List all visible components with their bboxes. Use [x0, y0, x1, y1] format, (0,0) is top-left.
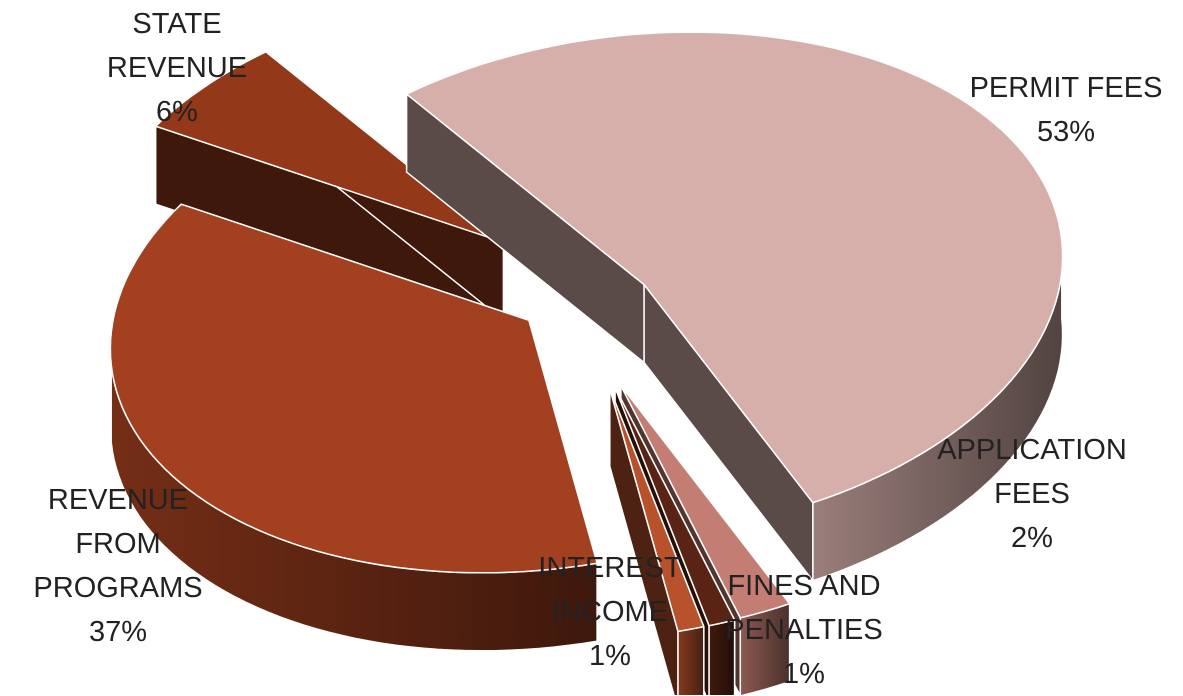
fines-and-penalties-label: FINES AND PENALTIES 1%: [704, 564, 904, 696]
revenue-from-programs-percent: 37%: [88, 616, 148, 648]
permit-fees-label: PERMIT FEES 53%: [952, 66, 1180, 154]
permit-fees-percent: 53%: [1036, 116, 1096, 148]
state-revenue-slice: [154, 51, 505, 322]
state-revenue-label: STATE REVENUE 6%: [92, 2, 262, 134]
fines-and-penalties-label-line-2: PENALTIES: [725, 614, 883, 646]
state-revenue-label-line-1: STATE: [132, 8, 222, 40]
fines-and-penalties-percent: 1%: [783, 658, 825, 690]
application-fees-label-line-1: APPLICATION: [937, 434, 1127, 466]
interest-income-label: INTEREST INCOME 1%: [522, 546, 698, 678]
interest-income-label-line-1: INTEREST: [538, 552, 682, 584]
state-revenue-label-line-2: REVENUE: [106, 52, 248, 84]
application-fees-label: APPLICATION FEES 2%: [904, 428, 1160, 560]
interest-income-percent: 1%: [589, 640, 631, 672]
revenue-from-programs-label-line-3: PROGRAMS: [33, 572, 203, 604]
revenue-from-programs-label-line-1: REVENUE: [47, 484, 189, 516]
interest-income-slice: [609, 387, 705, 695]
interest-income-label-line-2: INCOME: [552, 596, 668, 628]
fines-and-penalties-label-line-1: FINES AND: [727, 570, 881, 602]
revenue-from-programs-label: REVENUE FROM PROGRAMS 37%: [2, 478, 234, 654]
revenue-from-programs-slice: [109, 203, 598, 652]
application-fees-label-line-2: FEES: [994, 478, 1070, 510]
application-fees-percent: 2%: [1011, 522, 1053, 554]
state-revenue-percent: 6%: [156, 96, 198, 128]
revenue-from-programs-label-line-2: FROM: [75, 528, 161, 560]
permit-fees-label-line-1: PERMIT FEES: [969, 72, 1163, 104]
permit-fees-slice: [405, 31, 1064, 582]
